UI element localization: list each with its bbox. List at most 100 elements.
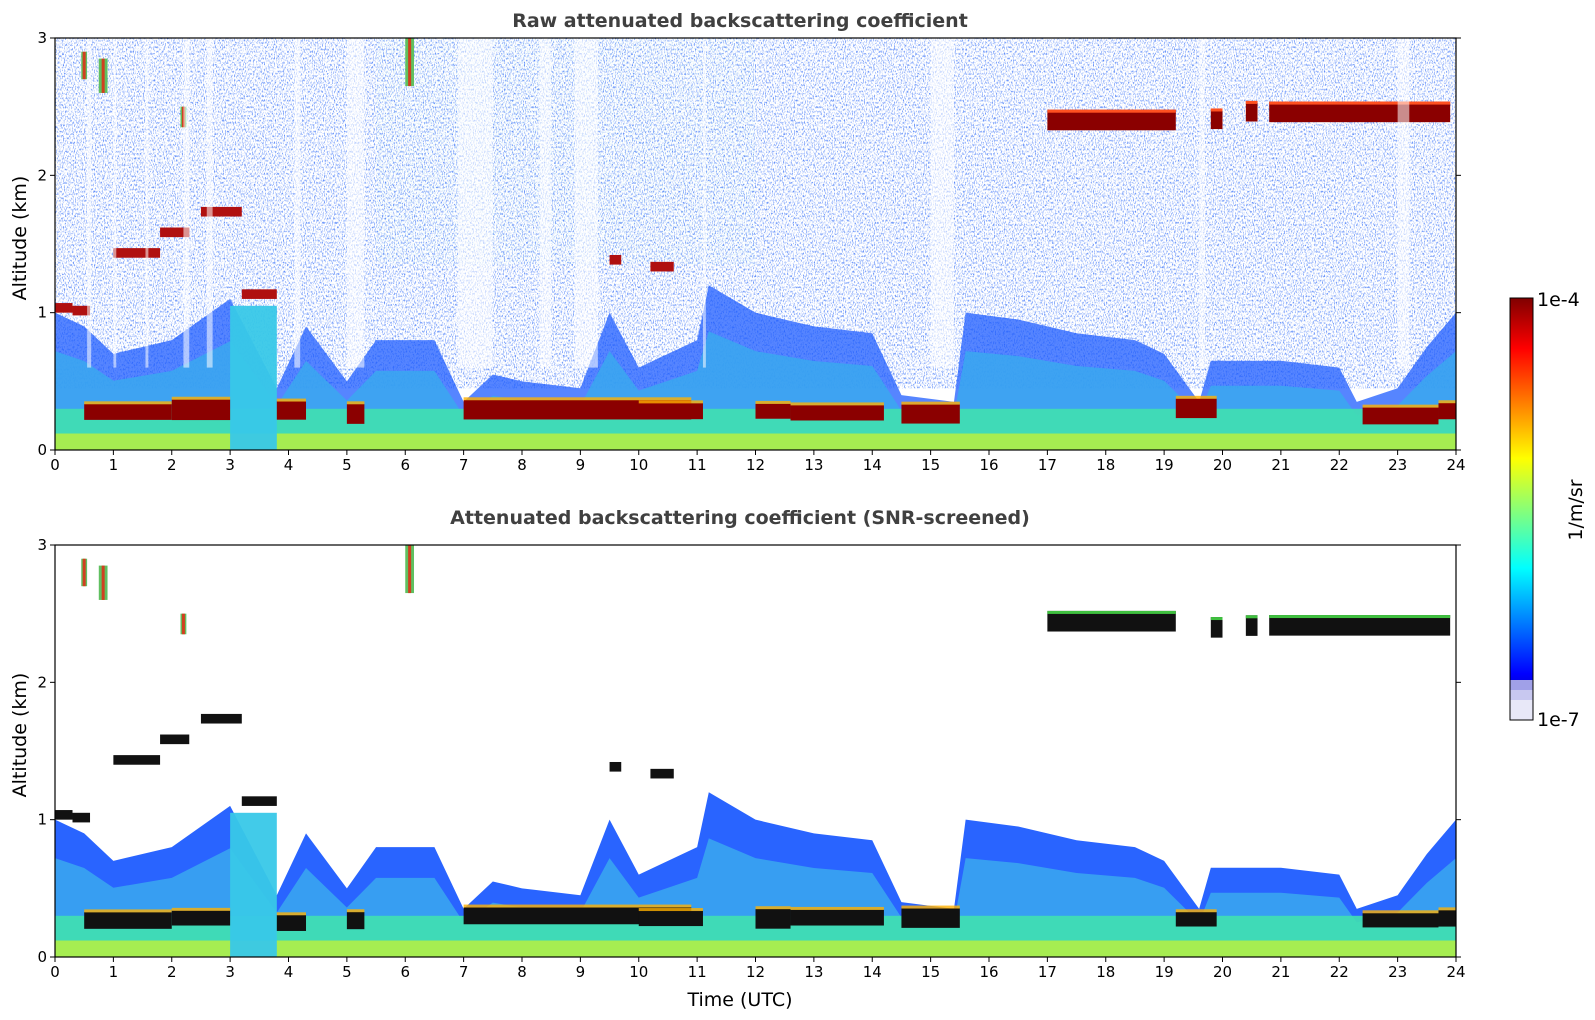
x-tick-label: 24 [1446,456,1465,474]
clear-column [1199,38,1205,368]
mid-cloud-segment [200,206,242,217]
low-cloud-segment [1438,403,1456,420]
low-cloud-segment [638,403,703,420]
panel1-title: Raw attenuated backscattering coefficien… [512,10,968,32]
high-cloud-edge [1245,100,1258,104]
low-cloud-edge [276,398,307,402]
mid-cloud-segment [72,305,91,316]
colorbar-low-band-1 [1510,700,1533,720]
low-cloud-edge [276,912,307,916]
panel2-title: Attenuated backscattering coefficient (S… [450,507,1030,529]
low-cloud-segment [276,915,307,931]
x-tick-label: 19 [1155,963,1174,981]
high-cloud-segment [1210,108,1223,130]
low-cloud-edge [1438,400,1456,404]
surface-aerosol-base [55,433,1456,450]
clear-column [113,38,117,368]
upper-feature-core [408,545,412,594]
colorbar-unit-label: 1/m/sr [1565,479,1587,540]
low-cloud-edge [901,905,960,909]
low-cloud-segment [346,911,365,930]
mid-cloud-segment [55,810,73,820]
panel1-heatmap: 0 1 2 3 4 5 6 7 8 9 10 11 12 13 14 15 16 17 18 19 20 21 22 23 24… [37,29,1465,474]
low-cloud-segment [901,404,960,424]
high-cloud-segment [1269,615,1451,636]
low-cloud-segment [755,403,791,419]
low-cloud-edge [171,907,231,911]
colorbar-low-band-3 [1510,680,1533,690]
panel2-heatmap: 0 1 2 3 4 5 6 7 8 9 10 11 12 13 14 15 16 17 18 19 20 21 22 23 24… [37,536,1465,981]
high-cloud-edge [1269,615,1451,619]
x-tick-label: 3 [225,963,235,981]
low-cloud-edge [790,906,884,910]
colorbar-max-label: 1e-4 [1537,289,1580,311]
x-tick-label: 1 [109,963,119,981]
x-tick-label: 14 [863,456,882,474]
x-tick-label: 10 [629,963,648,981]
clear-column [294,38,301,368]
noise-speckle-cyan [376,38,756,265]
x-tick-label: 11 [688,963,707,981]
x-tick-label: 12 [746,963,765,981]
low-cloud-edge [790,402,884,406]
mid-cloud-segment [200,713,242,724]
low-cloud-edge [1175,395,1217,399]
x-tick-label: 7 [459,963,469,981]
x-tick-label: 13 [804,963,823,981]
x-tick-label: 21 [1271,456,1290,474]
x-tick-label: 5 [342,963,352,981]
low-cloud-segment [755,908,791,929]
low-cloud-segment [1362,407,1439,425]
low-cloud-edge [84,401,172,405]
panel1-ylabel: Altitude (km) [9,176,31,301]
x-tick-label: 12 [746,456,765,474]
x-tick-label: 5 [342,456,352,474]
high-cloud-edge [1047,610,1176,614]
low-cloud-segment [463,400,692,420]
low-cloud-segment [463,907,692,925]
clear-column [574,38,598,368]
x-tick-label: 18 [1096,456,1115,474]
x-tick-label: 9 [576,456,586,474]
x-tick-label: 15 [921,456,940,474]
low-cloud-edge [171,396,231,400]
low-cloud-segment [1362,913,1439,928]
clear-column [457,38,493,368]
clear-column [183,38,190,368]
high-cloud-segment [1245,100,1258,122]
high-cloud-edge [1210,108,1223,112]
mid-cloud-segment [113,755,161,765]
x-tick-label: 10 [629,456,648,474]
clear-column [539,38,552,368]
high-cloud-edge [1245,615,1258,619]
x-tick-label: 17 [1038,456,1057,474]
x-tick-label: 2 [167,456,177,474]
mid-cloud-segment [72,812,91,823]
mid-cloud-segment [650,768,674,779]
upper-feature-core [101,58,105,93]
low-cloud-edge [901,401,960,405]
x-tick-label: 16 [979,456,998,474]
x-tick-label: 0 [50,963,60,981]
clear-column [206,38,213,368]
x-tick-label: 23 [1388,456,1407,474]
x-tick-label: 19 [1155,456,1174,474]
x-tick-label: 8 [517,963,527,981]
x-tick-label: 20 [1213,456,1232,474]
mid-cloud-segment [609,254,622,265]
y-tick-label: 2 [37,673,47,691]
x-tick-label: 3 [225,456,235,474]
low-cloud-edge [463,904,692,908]
low-cloud-segment [171,910,231,926]
x-tick-label: 23 [1388,963,1407,981]
surface-aerosol-base [55,940,1456,957]
high-cloud-segment [1047,109,1176,131]
low-cloud-edge [755,906,791,910]
colorbar: 1e-4 1e-7 1/m/sr [1509,289,1587,731]
high-cloud-edge [1047,109,1176,113]
x-tick-label: 15 [921,963,940,981]
x-tick-label: 22 [1330,456,1349,474]
high-cloud-edge [1269,101,1451,105]
panel2-xlabel: Time (UTC) [686,989,792,1011]
low-cloud-segment [84,912,172,929]
